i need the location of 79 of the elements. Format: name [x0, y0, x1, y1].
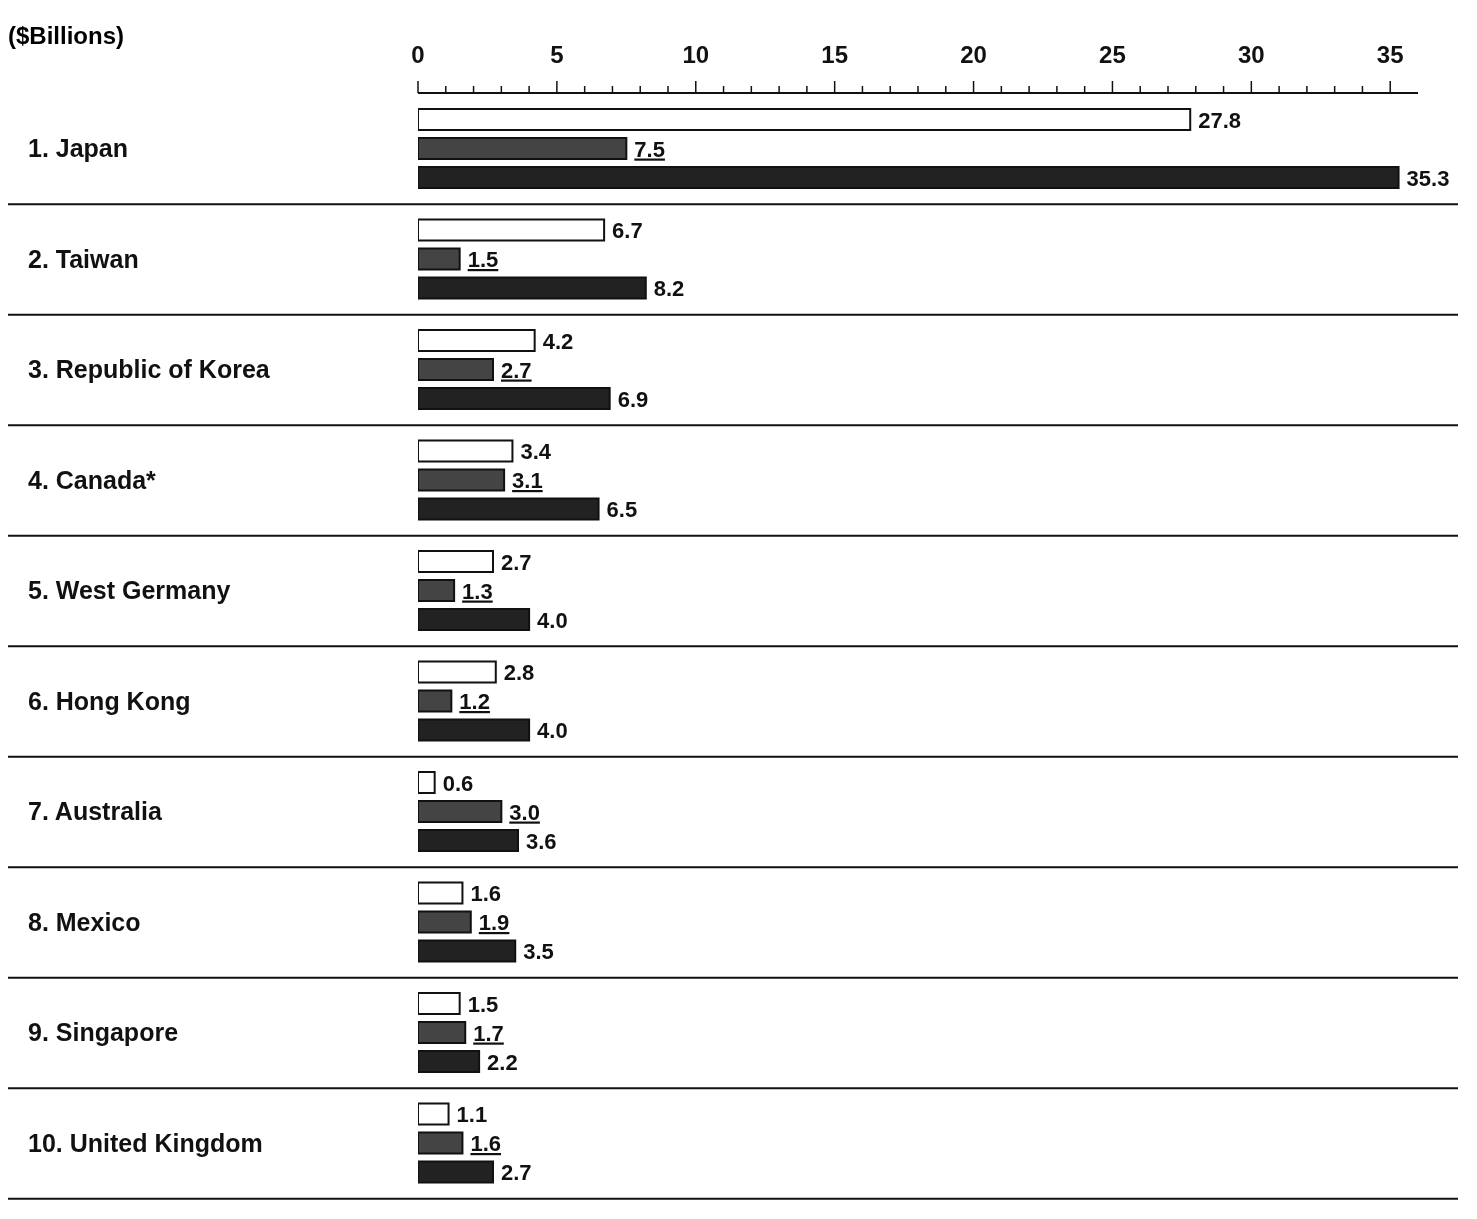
x-tick-label: 5 [550, 41, 564, 68]
bar [418, 358, 494, 381]
x-tick-label: 10 [682, 41, 710, 68]
y-tick-label: 3. Republic of Korea [28, 355, 271, 384]
y-tick-label: 9. Singapore [28, 1018, 179, 1047]
data-label: 27.8 [1198, 107, 1242, 133]
bar [418, 1160, 494, 1184]
bar [418, 829, 519, 852]
bar [418, 218, 606, 242]
bar [418, 1102, 450, 1126]
data-label: 3.4 [520, 439, 552, 464]
x-tick-label: 20 [960, 41, 987, 68]
bar [418, 660, 497, 684]
x-tick-label: 25 [1099, 41, 1126, 68]
bar [418, 689, 453, 713]
bar [418, 579, 456, 602]
bar [418, 329, 536, 352]
bar [418, 247, 461, 271]
data-label: 1.3 [462, 578, 493, 604]
data-label: 1.6 [470, 881, 502, 906]
x-axis-title: ($Billions) [8, 22, 125, 50]
bar [418, 387, 611, 410]
data-label: 4.2 [542, 328, 574, 354]
data-label: 3.1 [512, 468, 543, 493]
data-label: 3.0 [509, 799, 540, 825]
bar [418, 468, 506, 492]
data-label: 1.2 [459, 689, 490, 714]
bar [418, 550, 494, 573]
bar [418, 108, 1192, 131]
bar [418, 992, 461, 1015]
data-label: 8.2 [653, 276, 685, 301]
bar [418, 1021, 467, 1044]
y-tick-label: 7. Australia [28, 797, 163, 826]
x-tick-label: 30 [1237, 41, 1265, 68]
bar [418, 800, 503, 823]
bar [418, 910, 472, 934]
bar [418, 881, 464, 905]
data-label: 3.5 [523, 939, 554, 964]
data-label: 3.6 [526, 828, 557, 854]
data-label: 6.5 [606, 497, 638, 522]
data-label: 35.3 [1406, 165, 1450, 191]
bar [418, 137, 628, 160]
y-tick-label: 5. West Germany [28, 576, 231, 605]
y-tick-label: 2. Taiwan [28, 244, 139, 273]
y-tick-label: 4. Canada* [28, 465, 157, 494]
data-label: 1.7 [473, 1020, 504, 1046]
data-label: 2.8 [503, 660, 535, 685]
data-label: 2.2 [487, 1049, 518, 1075]
data-label: 2.7 [501, 549, 532, 575]
bar [418, 1050, 481, 1073]
data-label: 2.7 [501, 1160, 532, 1185]
data-label: 0.6 [442, 770, 474, 796]
data-label: 1.5 [467, 247, 499, 272]
data-label: 1.9 [478, 910, 510, 935]
data-label: 1.5 [467, 991, 499, 1017]
x-tick-label: 35 [1376, 41, 1404, 68]
data-label: 4.0 [537, 607, 568, 633]
data-label: 4.0 [537, 718, 568, 743]
y-tick-label: 10. United Kingdom [28, 1128, 263, 1157]
bar [418, 497, 600, 521]
data-label: 6.7 [612, 218, 643, 243]
bar [418, 1131, 464, 1155]
data-label: 6.9 [617, 386, 649, 412]
data-label: 1.1 [456, 1102, 488, 1127]
bar [418, 439, 514, 463]
bar [418, 939, 517, 963]
data-label: 7.5 [634, 136, 665, 162]
data-label: 2.7 [501, 357, 532, 383]
bar [418, 608, 531, 631]
x-tick-label: 0 [411, 41, 425, 68]
x-tick-label: 15 [821, 41, 849, 68]
y-tick-label: 1. Japan [28, 134, 129, 163]
bar [418, 718, 531, 742]
data-label: 1.6 [470, 1131, 502, 1156]
y-tick-label: 6. Hong Kong [28, 686, 191, 715]
bar [418, 276, 647, 300]
bar [418, 771, 436, 794]
bar [418, 166, 1400, 189]
y-tick-label: 8. Mexico [28, 907, 141, 936]
